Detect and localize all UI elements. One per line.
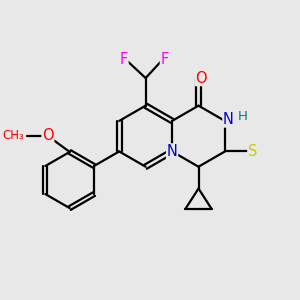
Text: H: H — [238, 110, 247, 123]
Text: N: N — [167, 144, 178, 159]
Text: S: S — [248, 144, 257, 159]
Text: F: F — [160, 52, 169, 67]
Text: O: O — [42, 128, 54, 143]
Text: CH₃: CH₃ — [2, 130, 24, 142]
Text: N: N — [223, 112, 234, 127]
Text: O: O — [196, 70, 207, 86]
Text: F: F — [120, 52, 128, 67]
